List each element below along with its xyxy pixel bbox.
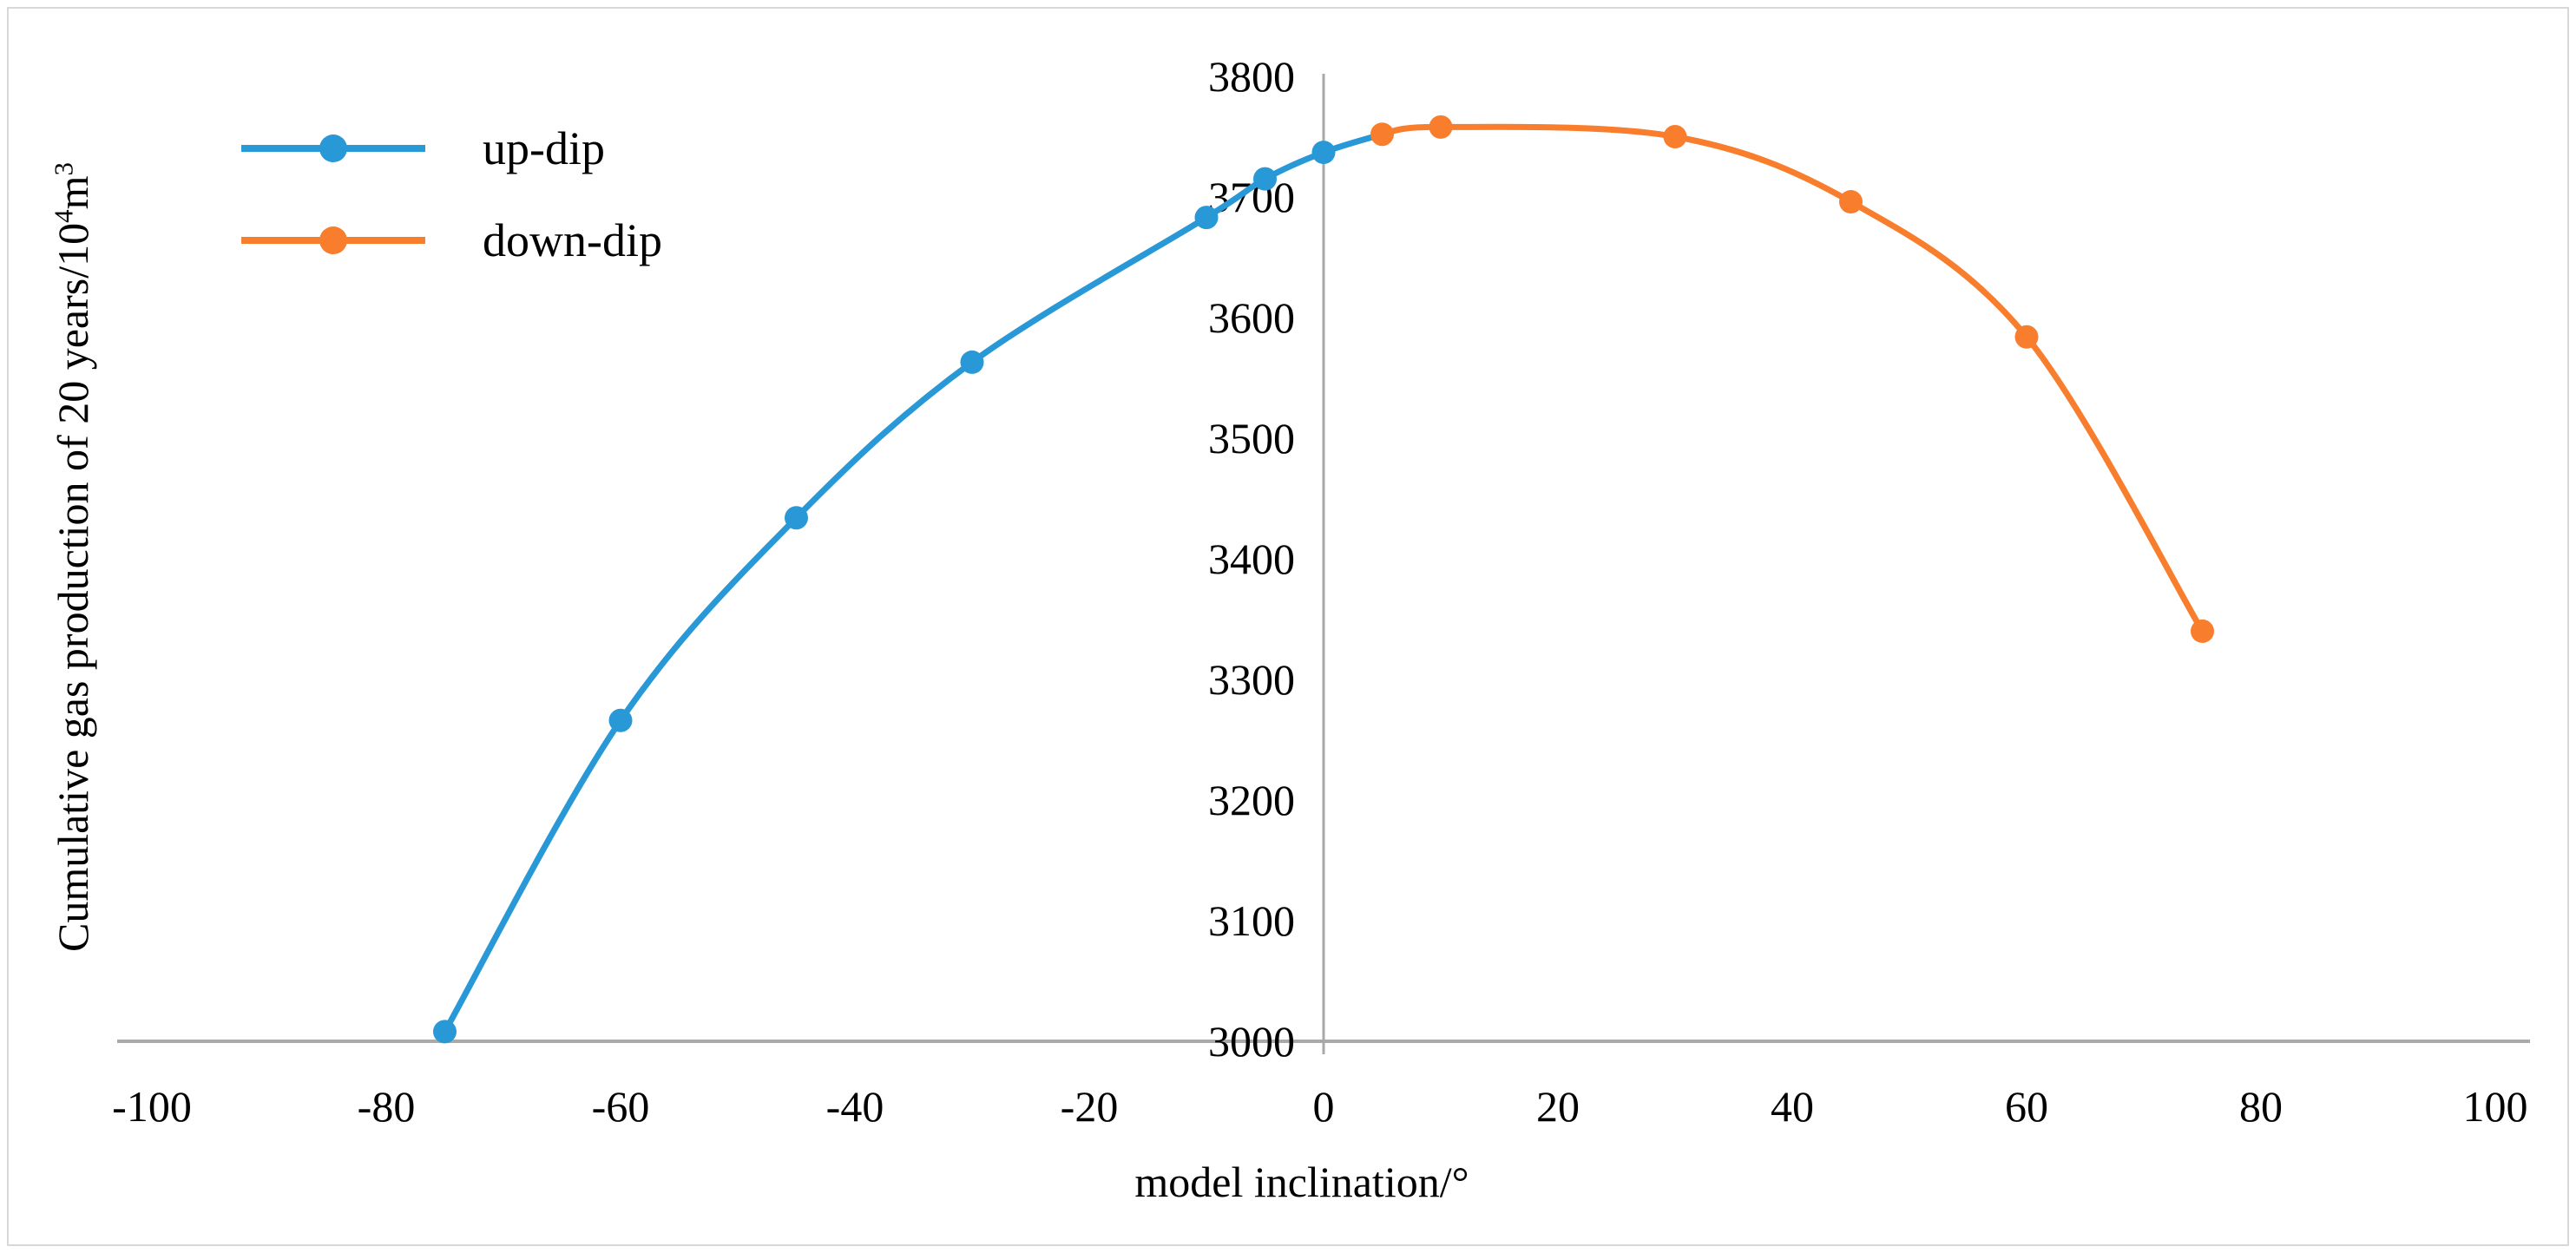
y-tick-label: 3100	[1208, 896, 1295, 945]
x-tick-label: 80	[2239, 1082, 2283, 1131]
series-line-down-dip	[1379, 123, 2205, 634]
y-tick-label: 3600	[1208, 293, 1295, 342]
data-point-up-dip	[1253, 167, 1277, 191]
y-tick-label: 3700	[1208, 173, 1295, 221]
x-tick-label: 20	[1536, 1082, 1580, 1131]
data-point-up-dip	[608, 708, 633, 732]
data-point-down-dip	[2191, 619, 2214, 643]
x-tick-label: -80	[358, 1082, 416, 1131]
legend-item-down-dip: down-dip	[241, 194, 662, 286]
data-point-down-dip	[2014, 325, 2039, 349]
legend-item-up-dip: up-dip	[241, 102, 662, 194]
y-axis-title-superscript: 3	[48, 161, 79, 176]
x-axis-title: model inclination/°	[1134, 1158, 1469, 1206]
data-point-down-dip	[1839, 190, 1863, 214]
x-tick-label: -20	[1061, 1082, 1119, 1131]
y-tick-label: 3200	[1208, 776, 1295, 824]
legend-marker-up-dip	[241, 134, 425, 162]
data-point-down-dip	[1429, 115, 1453, 139]
x-tick-label: -100	[112, 1082, 192, 1131]
data-point-up-dip	[960, 350, 984, 374]
y-tick-label: 3000	[1208, 1017, 1295, 1066]
y-axis-title-text: m	[49, 175, 97, 210]
y-axis-title: Cumulative gas production of 20 years/10…	[48, 161, 97, 953]
x-tick-label: 40	[1771, 1082, 1814, 1131]
y-tick-label: 3300	[1208, 655, 1295, 704]
x-tick-label: 60	[2005, 1082, 2048, 1131]
y-axis-title-superscript: 4	[48, 209, 79, 223]
y-tick-label: 3400	[1208, 535, 1295, 583]
y-tick-label: 3800	[1208, 52, 1295, 101]
y-axis-title-text: Cumulative gas production of 20 years/10	[49, 222, 97, 953]
y-tick-label: 3500	[1208, 414, 1295, 462]
data-point-up-dip	[785, 506, 808, 530]
data-point-down-dip	[1663, 125, 1687, 148]
x-tick-label: 100	[2463, 1082, 2528, 1131]
chart-legend: up-dip down-dip	[241, 102, 662, 286]
data-point-down-dip	[1370, 122, 1394, 147]
legend-marker-down-dip	[241, 226, 425, 254]
data-point-up-dip	[1311, 141, 1336, 165]
x-tick-label: 0	[1313, 1082, 1335, 1131]
data-point-up-dip	[433, 1020, 457, 1044]
x-tick-label: -60	[592, 1082, 650, 1131]
data-point-up-dip	[1194, 206, 1219, 230]
legend-label-down-dip: down-dip	[483, 214, 662, 266]
x-tick-label: -40	[826, 1082, 884, 1131]
legend-label-up-dip: up-dip	[483, 122, 605, 174]
